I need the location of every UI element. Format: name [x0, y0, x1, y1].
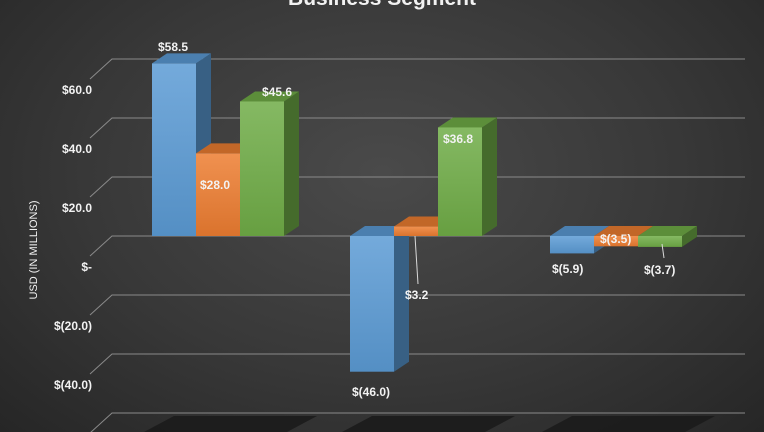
bar	[638, 236, 682, 247]
data-label: $(5.9)	[552, 262, 583, 276]
bar	[240, 101, 284, 236]
bar-top	[152, 53, 211, 64]
data-label: $(3.5)	[600, 232, 631, 246]
bar-side	[284, 91, 299, 236]
gridline	[89, 235, 745, 257]
leader-line	[661, 243, 665, 259]
y-tick-label: $(40.0)	[54, 378, 92, 392]
data-label: $45.6	[262, 85, 292, 99]
gridline	[89, 294, 745, 316]
gridline	[90, 412, 745, 432]
bar	[196, 153, 240, 236]
y-tick-label: $20.0	[62, 201, 92, 215]
bar-top	[240, 91, 299, 102]
bar	[438, 127, 482, 236]
y-tick-label: $40.0	[62, 142, 92, 156]
gridline	[89, 176, 745, 198]
data-label: $3.2	[405, 288, 429, 302]
floor-shadow	[144, 416, 317, 432]
bar-top	[438, 117, 497, 128]
bar-side	[482, 117, 497, 236]
data-label: $58.5	[158, 40, 188, 54]
data-label: $36.8	[443, 132, 473, 146]
gridline	[89, 58, 745, 80]
data-label: $(46.0)	[352, 385, 390, 399]
data-label: $(3.7)	[644, 263, 675, 277]
bar-top	[638, 226, 697, 236]
bar	[394, 226, 438, 236]
y-tick-label: $(20.0)	[54, 319, 92, 333]
y-tick-label: $60.0	[62, 83, 92, 97]
bar-top	[594, 226, 653, 236]
y-tick-label: $-	[81, 260, 92, 274]
bar	[152, 63, 196, 236]
floor-shadow	[342, 416, 515, 432]
gridline	[89, 117, 745, 139]
bar	[594, 236, 638, 247]
data-label: $28.0	[200, 178, 230, 192]
floor-shadow	[542, 416, 715, 432]
bar-top	[550, 226, 609, 236]
bar	[350, 236, 394, 372]
bar	[550, 236, 594, 254]
gridline	[89, 353, 745, 375]
bar-side	[682, 226, 697, 247]
leader-line	[414, 235, 419, 285]
bar-side	[394, 226, 409, 372]
chart-title: Business Segment	[0, 0, 764, 11]
